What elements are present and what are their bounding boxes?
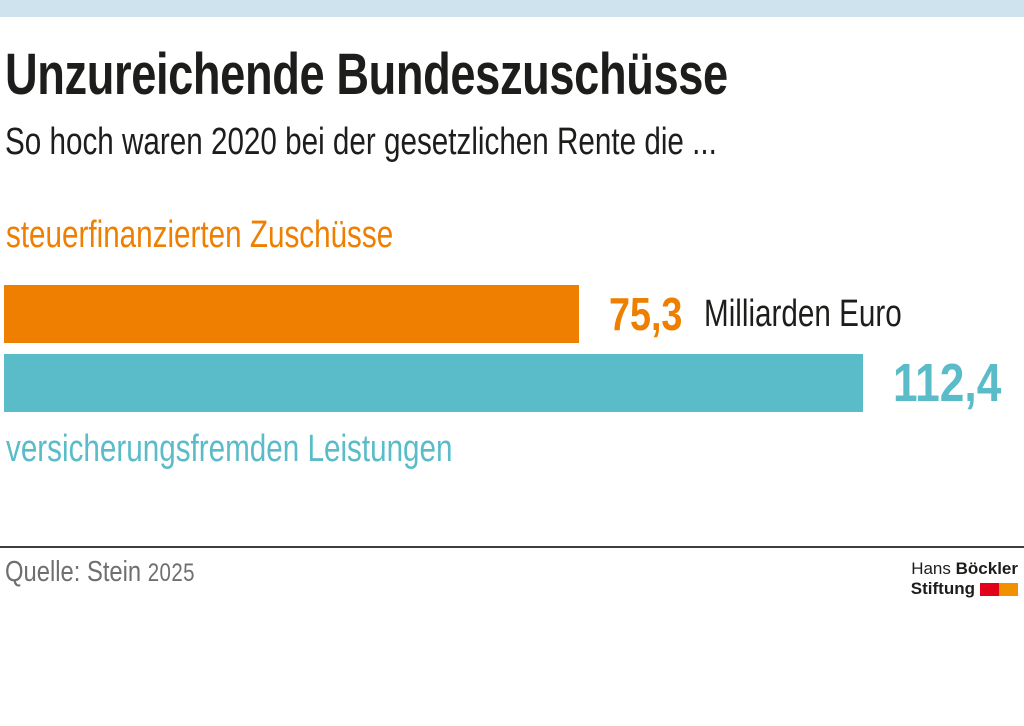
source-label: Quelle: Stein (5, 556, 142, 588)
chart-subtitle: So hoch waren 2020 bei der gesetzlichen … (5, 121, 717, 163)
value-label-versicherungsfremde-leistungen: 112,4 (893, 353, 1002, 413)
bar-row-versicherungsfremde-leistungen: 112,4 (0, 354, 1024, 412)
logo-mark-orange-block (999, 582, 1018, 596)
bar-steuerfinanzierte-zuschuesse (4, 285, 579, 343)
footer-divider (0, 546, 1024, 548)
bar-row-steuerfinanzierte-zuschuesse: 75,3 Milliarden Euro (0, 285, 1024, 343)
logo-line2: Stiftung (911, 579, 1018, 599)
logo-text-boeckler: Böckler (955, 559, 1018, 578)
bar-versicherungsfremde-leistungen (4, 354, 863, 412)
logo-mark-red-block (980, 582, 999, 596)
logo-line1: Hans Böckler (911, 559, 1018, 579)
value-label-steuerfinanzierte-zuschuesse: 75,3 (609, 288, 683, 340)
logo-mark (980, 582, 1018, 596)
category-label-versicherungsfremde-leistungen: versicherungsfremden Leistungen (6, 428, 453, 470)
logo-text-hans: Hans (911, 559, 951, 578)
source-text: Quelle: Stein 2025 (5, 556, 195, 589)
unit-label: Milliarden Euro (704, 293, 902, 335)
top-accent-bar (0, 0, 1024, 17)
chart-title: Unzureichende Bundeszuschüsse (5, 42, 728, 107)
source-year: 2025 (147, 559, 195, 587)
category-label-steuerfinanzierte-zuschuesse: steuerfinanzierten Zuschüsse (6, 214, 394, 256)
hans-boeckler-stiftung-logo: Hans Böckler Stiftung (911, 559, 1018, 599)
logo-text-stiftung: Stiftung (910, 579, 975, 598)
